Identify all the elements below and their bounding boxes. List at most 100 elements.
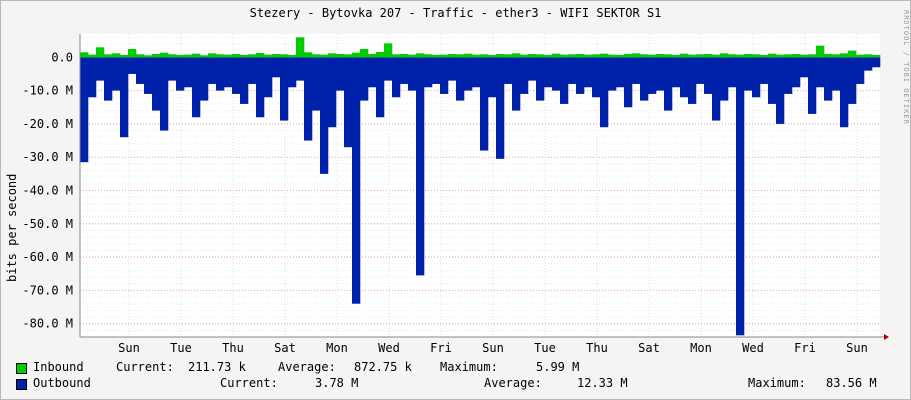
inbound-bar bbox=[472, 54, 481, 58]
outbound-bar bbox=[864, 57, 873, 71]
inbound-bar bbox=[872, 54, 881, 58]
outbound-maximum-value: 83.56 M bbox=[826, 376, 877, 390]
outbound-bar bbox=[368, 57, 377, 88]
inbound-bar bbox=[440, 54, 449, 58]
outbound-bar bbox=[120, 57, 129, 138]
outbound-bar bbox=[264, 57, 273, 98]
outbound-bar bbox=[856, 57, 865, 84]
inbound-bar bbox=[416, 53, 425, 58]
outbound-bar bbox=[240, 57, 249, 104]
inbound-maximum-value: 5.99 M bbox=[536, 360, 580, 374]
x-axis-arrow bbox=[884, 334, 889, 340]
outbound-series bbox=[80, 57, 881, 336]
y-tick-label: -60.0 M bbox=[22, 250, 73, 264]
inbound-bar bbox=[640, 54, 649, 58]
inbound-bar bbox=[336, 53, 345, 58]
outbound-legend-name: Outbound bbox=[33, 376, 91, 390]
outbound-bar bbox=[248, 57, 257, 84]
inbound-bar bbox=[80, 52, 89, 58]
inbound-bar bbox=[848, 50, 857, 58]
x-tick-labels: Sun Tue Thu Sat Mon Wed Fri Sun Tue Thu Sat Mon Wed F… bbox=[118, 341, 868, 355]
inbound-bar bbox=[720, 53, 729, 58]
outbound-bar bbox=[592, 57, 601, 98]
inbound-bar bbox=[560, 54, 569, 58]
outbound-bar bbox=[704, 57, 713, 94]
outbound-bar bbox=[312, 57, 321, 111]
inbound-legend-swatch bbox=[16, 363, 27, 374]
inbound-bar bbox=[840, 53, 849, 58]
inbound-bar bbox=[400, 53, 409, 58]
outbound-bar bbox=[624, 57, 633, 108]
outbound-bar bbox=[800, 57, 809, 78]
outbound-bar bbox=[560, 57, 569, 104]
inbound-bar bbox=[520, 54, 529, 58]
inbound-bar bbox=[208, 53, 217, 58]
inbound-bar bbox=[856, 54, 865, 58]
outbound-bar bbox=[104, 57, 113, 101]
outbound-bar bbox=[320, 57, 329, 174]
inbound-bar bbox=[88, 54, 97, 58]
inbound-bar bbox=[184, 54, 193, 58]
inbound-bar bbox=[312, 54, 321, 58]
outbound-bar bbox=[208, 57, 217, 84]
inbound-current-value: 211.73 k bbox=[188, 360, 246, 374]
inbound-bar bbox=[224, 54, 233, 58]
outbound-bar bbox=[160, 57, 169, 131]
y-tick-labels: 0.0 -10.0 M -20.0 M -30.0 M -40.0 M -50.0 M -6… bbox=[22, 50, 73, 330]
axes bbox=[79, 34, 889, 340]
outbound-bar bbox=[152, 57, 161, 111]
outbound-bar bbox=[528, 57, 537, 81]
outbound-bar bbox=[600, 57, 609, 128]
outbound-bar bbox=[96, 57, 105, 81]
outbound-bar bbox=[688, 57, 697, 104]
inbound-bar bbox=[248, 54, 257, 58]
inbound-bar bbox=[752, 54, 761, 58]
outbound-bar bbox=[680, 57, 689, 98]
outbound-bar bbox=[760, 57, 769, 84]
inbound-bar bbox=[352, 52, 361, 58]
y-tick-label: -50.0 M bbox=[22, 217, 73, 231]
x-tick-label: Sun bbox=[482, 341, 504, 355]
outbound-legend-swatch bbox=[16, 379, 27, 390]
inbound-bar bbox=[360, 48, 369, 58]
outbound-bar bbox=[392, 57, 401, 98]
x-tick-label: Sat bbox=[274, 341, 296, 355]
inbound-bar bbox=[736, 54, 745, 58]
inbound-bar bbox=[616, 54, 625, 58]
outbound-bar bbox=[736, 57, 745, 336]
inbound-bar bbox=[264, 54, 273, 58]
outbound-bar bbox=[176, 57, 185, 91]
x-tick-label: Thu bbox=[586, 341, 608, 355]
outbound-bar bbox=[464, 57, 473, 91]
inbound-bar bbox=[376, 51, 385, 58]
outbound-bar bbox=[288, 57, 297, 88]
outbound-bar bbox=[752, 57, 761, 98]
inbound-bar bbox=[776, 54, 785, 58]
rrdtool-watermark: RRDTOOL / TOBI OETIKER bbox=[902, 10, 910, 125]
y-tick-label: -80.0 M bbox=[22, 317, 73, 331]
inbound-bar bbox=[464, 53, 473, 58]
inbound-bar bbox=[608, 54, 617, 58]
outbound-bar bbox=[328, 57, 337, 128]
outbound-bar bbox=[744, 57, 753, 91]
inbound-average-label: Average: bbox=[278, 360, 336, 374]
inbound-bar bbox=[688, 54, 697, 58]
outbound-average-value: 12.33 M bbox=[577, 376, 628, 390]
outbound-bar bbox=[336, 57, 345, 91]
x-tick-label: Sun bbox=[118, 341, 140, 355]
inbound-bar bbox=[704, 53, 713, 58]
inbound-series bbox=[80, 37, 881, 58]
inbound-bar bbox=[384, 43, 393, 58]
outbound-bar bbox=[632, 57, 641, 84]
inbound-average-value: 872.75 k bbox=[354, 360, 412, 374]
outbound-bar bbox=[88, 57, 97, 98]
inbound-bar bbox=[104, 54, 113, 58]
outbound-bar bbox=[296, 57, 305, 81]
outbound-bar bbox=[776, 57, 785, 124]
outbound-bar bbox=[136, 57, 145, 84]
inbound-bar bbox=[112, 53, 121, 58]
outbound-bar bbox=[272, 57, 281, 78]
outbound-bar bbox=[128, 57, 137, 74]
outbound-bar bbox=[816, 57, 825, 88]
